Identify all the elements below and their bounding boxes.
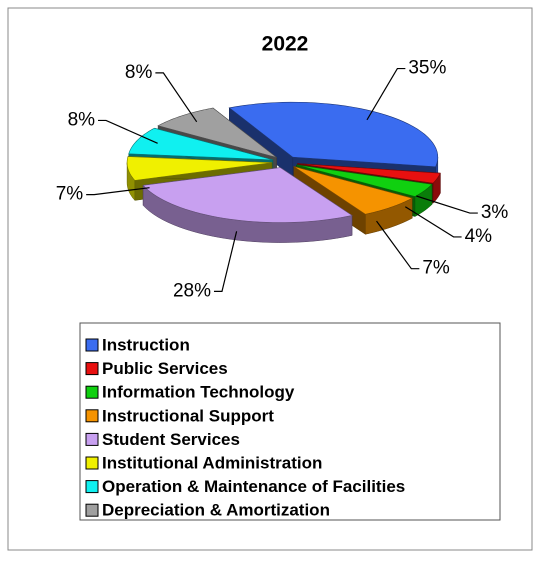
legend-swatch [85,385,99,399]
slice [142,167,353,243]
legend-label: Instructional Support [102,406,274,425]
legend-swatch [85,409,99,423]
slice-top [297,163,441,184]
leader-line [213,231,238,292]
leader-line [98,119,158,144]
data-label: 3% [481,202,509,223]
leader-line [376,220,420,270]
pie [126,101,441,243]
legend-label: Student Services [102,430,240,449]
chart-title: 2022 [262,33,309,56]
slice-top [128,127,273,161]
leader-line [416,195,478,214]
slice-top [296,164,433,197]
legend-label: Public Services [102,359,228,378]
legend-swatch [85,338,99,352]
data-label: 28% [173,280,211,301]
legend-label: Operation & Maintenance of Facilities [102,477,405,496]
legend-swatch [85,480,99,494]
slice-top [293,166,414,215]
data-label: 4% [465,226,493,247]
legend-swatch [85,503,99,517]
slice-top [142,167,353,223]
data-label: 7% [422,258,450,279]
leader-line [366,67,406,121]
slice [293,165,414,235]
legend-swatch [85,362,99,376]
legend-swatch [85,456,99,470]
legend-label: Information Technology [102,383,295,402]
leader-line [86,187,150,196]
slice-top [126,156,273,181]
data-label: 8% [68,109,96,130]
leader-line [404,206,462,238]
data-label: 8% [125,62,153,83]
leader-line [155,72,198,123]
legend-swatch [85,432,99,446]
slice-top [228,101,439,168]
legend-box [79,322,501,521]
legend-label: Institutional Administration [102,453,322,472]
data-label: 7% [56,184,84,205]
slice-top [157,107,277,158]
legend-label: Instruction [102,335,190,354]
data-label: 35% [408,58,446,79]
legend-label: Depreciation & Amortization [102,501,330,520]
